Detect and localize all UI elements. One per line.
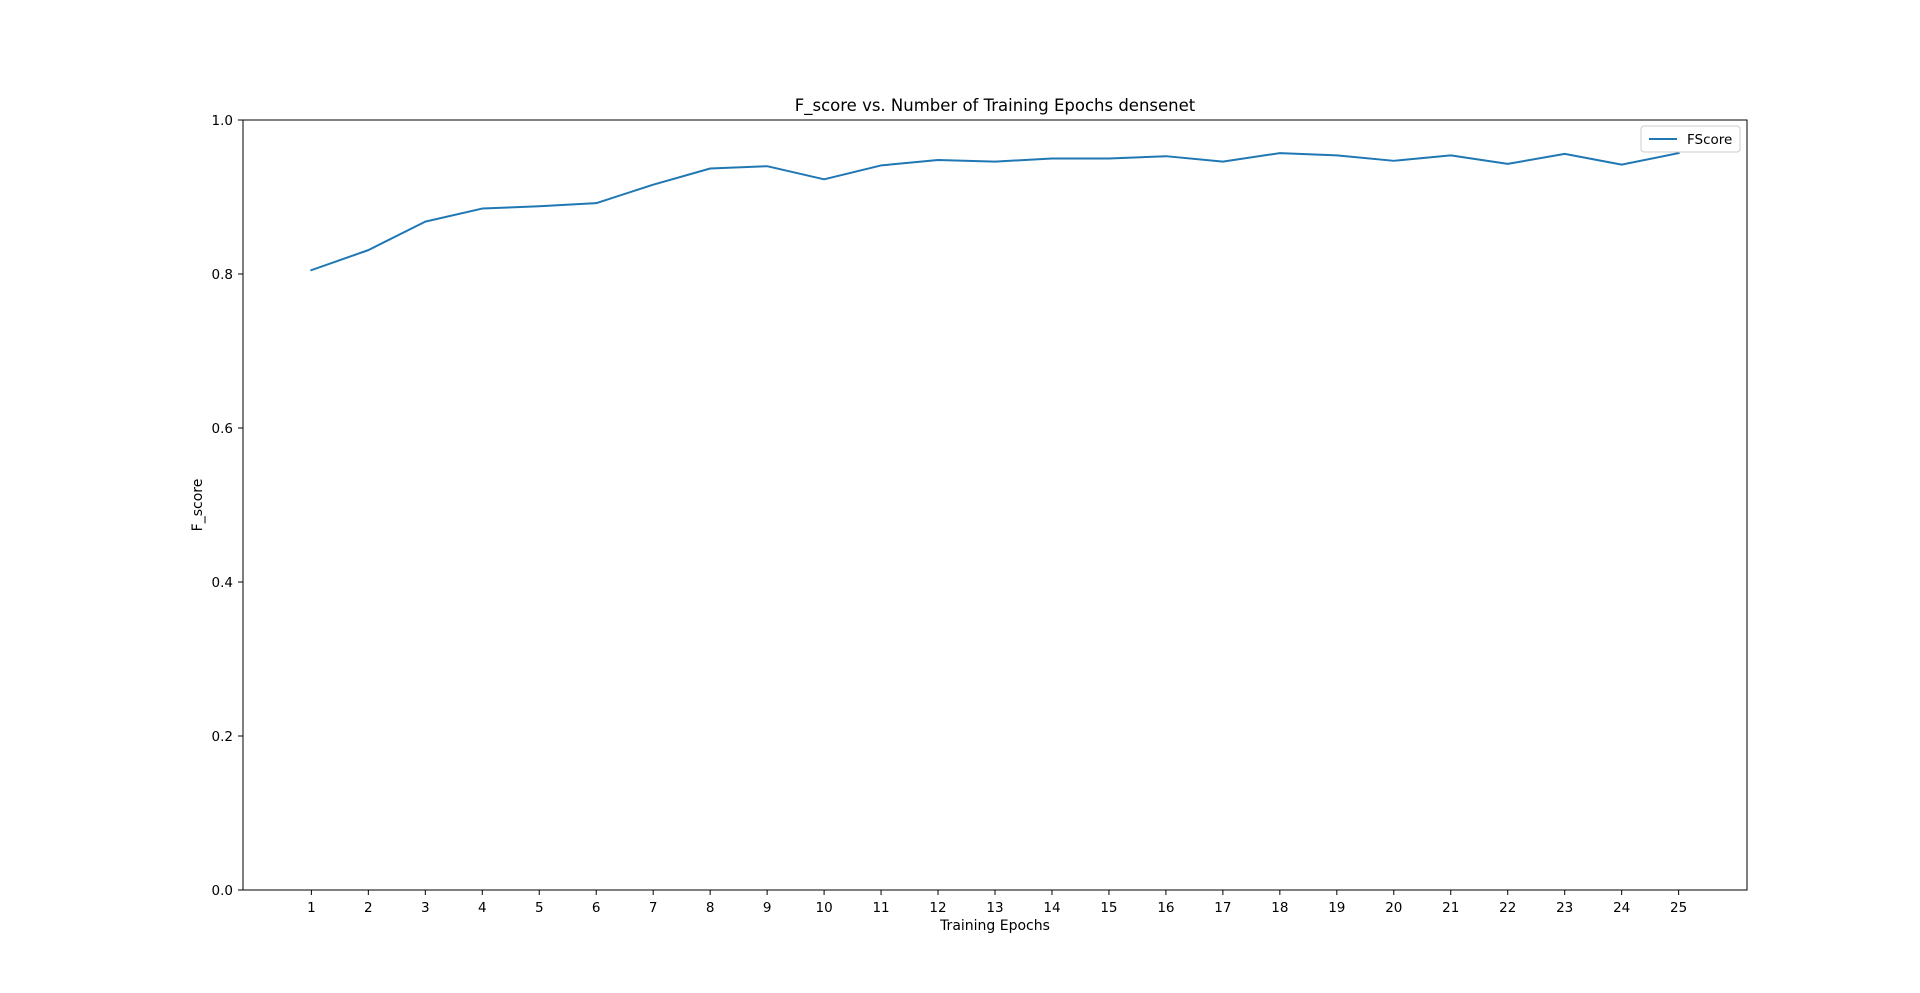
x-tick-label: 22 <box>1499 900 1516 916</box>
x-tick-label: 19 <box>1328 900 1345 916</box>
legend-box <box>1640 125 1741 153</box>
x-axis-label: Training Epochs <box>939 918 1050 934</box>
y-tick-label: 1.0 <box>212 113 233 129</box>
x-tick-label: 16 <box>1157 900 1174 916</box>
plot-area: 1 2 3 4 5 6 7 8 9 10 11 12 13 14 15 16 17 18 19 20 21 22 23 24 2… <box>212 113 1748 916</box>
plot-frame <box>242 119 1748 891</box>
y-tick-label: 0.6 <box>212 421 233 437</box>
x-tick-label: 18 <box>1271 900 1288 916</box>
x-tick-label: 5 <box>535 900 544 916</box>
y-tick-label: 0.0 <box>212 883 233 899</box>
x-tick-label: 23 <box>1556 900 1573 916</box>
legend-label: FScore <box>1687 132 1732 148</box>
x-tick-label: 14 <box>1043 900 1060 916</box>
y-tick-label: 0.2 <box>212 729 233 745</box>
series-line-1 <box>310 151 1680 272</box>
x-tick-label: 9 <box>763 900 772 916</box>
x-tick-label: 10 <box>815 900 832 916</box>
x-tick-label: 24 <box>1613 900 1630 916</box>
x-tick-label: 12 <box>929 900 946 916</box>
chart-title: F_score vs. Number of Training Epochs de… <box>795 96 1196 116</box>
x-tick-label: 1 <box>307 900 316 916</box>
x-tick-label: 11 <box>872 900 889 916</box>
x-tick-label: 17 <box>1214 900 1231 916</box>
x-tick-label: 4 <box>478 900 487 916</box>
y-axis-label: F_score <box>190 479 206 532</box>
x-tick-label: 13 <box>986 900 1003 916</box>
x-tick-label: 8 <box>706 900 715 916</box>
x-tick-label: 21 <box>1442 900 1459 916</box>
x-tick-label: 7 <box>649 900 658 916</box>
y-tick-label: 0.4 <box>212 575 233 591</box>
x-tick-label: 25 <box>1670 900 1687 916</box>
x-tick-label: 15 <box>1100 900 1117 916</box>
y-tick-label: 0.8 <box>212 267 233 283</box>
x-tick-label: 20 <box>1385 900 1402 916</box>
x-tick-label: 6 <box>592 900 601 916</box>
x-tick-label: 2 <box>364 900 373 916</box>
x-tick-label: 3 <box>421 900 430 916</box>
legend: FScore <box>1640 125 1741 153</box>
